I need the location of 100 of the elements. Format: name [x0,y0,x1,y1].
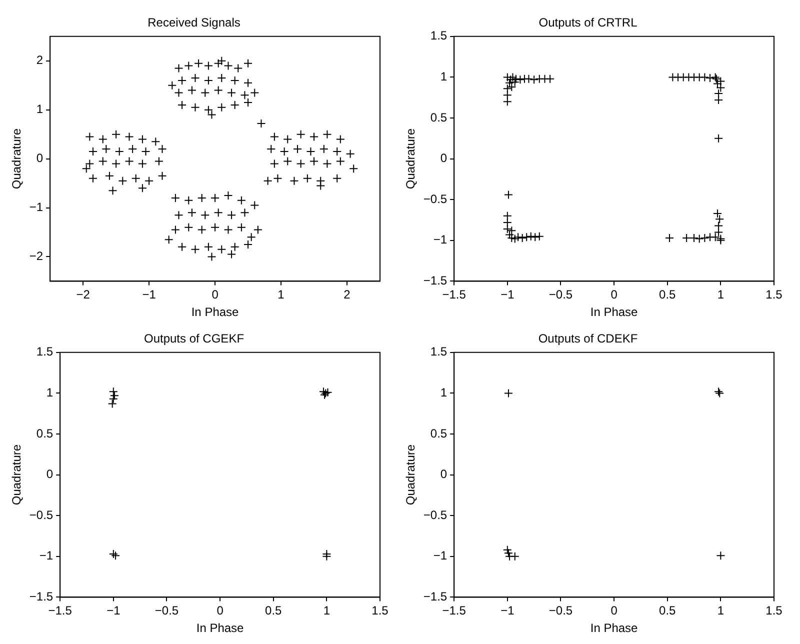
point [530,232,540,242]
y-tick-label: 1 [440,70,448,84]
point [504,388,513,398]
point [706,74,715,83]
x-axis-title: In Phase [191,305,240,320]
chart-title: Outputs of CGEKF [144,332,244,346]
point [516,75,525,84]
point [690,233,699,242]
point [712,79,722,88]
point [502,90,512,100]
y-tick-label: −1 [433,232,448,247]
point [502,545,512,554]
x-tick-label: 0 [610,604,618,618]
x-tick-label: 0 [212,288,219,302]
x-tick-label: 0.5 [265,604,282,618]
point [502,84,512,94]
y-tick-label: 1 [36,102,44,116]
point [511,74,520,84]
point [664,233,674,242]
y-tick-label: −1.5 [423,274,448,288]
x-tick-label: 1.5 [372,604,389,618]
point [108,387,118,396]
point [108,394,118,404]
x-axis-title: In Phase [196,621,244,636]
x-tick-label: 1 [717,288,724,302]
point [504,190,513,200]
y-tick-label: −1 [29,200,44,214]
point [714,96,724,105]
point [714,134,724,143]
y-tick-label: 1.5 [430,28,448,43]
x-axis-title: In Phase [590,621,638,636]
x-tick-label: −0.5 [548,604,573,618]
y-tick-label: 2 [36,53,44,68]
point [522,232,532,242]
x-tick-label: 1 [323,604,330,618]
x-tick-label: 1 [717,604,724,618]
y-tick-label: −1 [39,548,54,563]
point [514,232,523,242]
point [502,211,512,220]
y-tick-label: −0.5 [423,508,448,522]
x-tick-label: 0.5 [659,604,676,618]
point [506,75,516,84]
point [524,74,534,84]
point [507,82,516,92]
point [318,387,328,396]
point [716,551,726,560]
chart-title: Outputs of CRTRL [538,16,638,30]
point [714,89,724,98]
point [700,233,710,242]
x-tick-label: 1 [278,288,285,302]
y-tick-label: 0.5 [430,426,448,440]
point [714,228,724,237]
y-tick-label: −0.5 [29,508,54,522]
point [526,232,536,241]
chart-title: Outputs of CDEKF [538,332,638,346]
x-tick-label: −0.5 [548,288,573,302]
point [518,233,527,242]
point [682,233,692,242]
point [502,97,512,106]
x-tick-label: 1.5 [766,288,783,302]
x-tick-label: −1 [500,288,515,302]
point [694,234,704,244]
x-tick-label: −0.5 [154,604,179,618]
x-tick-label: 0 [216,604,224,618]
y-tick-label: 0 [440,467,448,482]
y-tick-label: −2 [29,249,44,264]
x-axis-title: In Phase [590,305,638,320]
y-tick-label: −1.5 [29,590,54,604]
y-tick-label: 1.5 [430,344,448,359]
x-tick-label: −2 [76,288,90,302]
y-tick-label: 0.5 [36,426,54,440]
point [714,221,724,230]
x-tick-label: −1 [106,604,121,618]
y-tick-label: 1.5 [36,344,54,359]
point [111,551,120,560]
y-axis-title: Quadrature [404,128,418,190]
point [322,552,332,561]
x-tick-label: 0 [610,288,618,302]
y-axis-title: Quadrature [10,444,24,506]
y-tick-label: 1 [440,386,448,400]
x-tick-label: 2 [344,288,351,302]
x-tick-label: 0.5 [659,288,676,302]
y-tick-label: 0 [46,467,54,482]
point [700,72,710,82]
point [108,549,118,558]
point [507,233,516,242]
point [108,399,117,408]
point [534,232,544,241]
y-tick-label: −1.5 [423,590,448,604]
y-axis-title: Quadrature [10,128,24,190]
point [716,83,726,92]
y-tick-label: 0 [36,151,44,166]
point [546,74,555,84]
y-tick-label: −0.5 [423,192,448,206]
chart-title: Received Signals [148,16,240,30]
x-tick-label: −1 [500,604,515,618]
point [530,75,539,84]
y-axis-title: Quadrature [404,444,418,506]
point [502,218,512,227]
x-tick-label: 1.5 [766,604,783,618]
